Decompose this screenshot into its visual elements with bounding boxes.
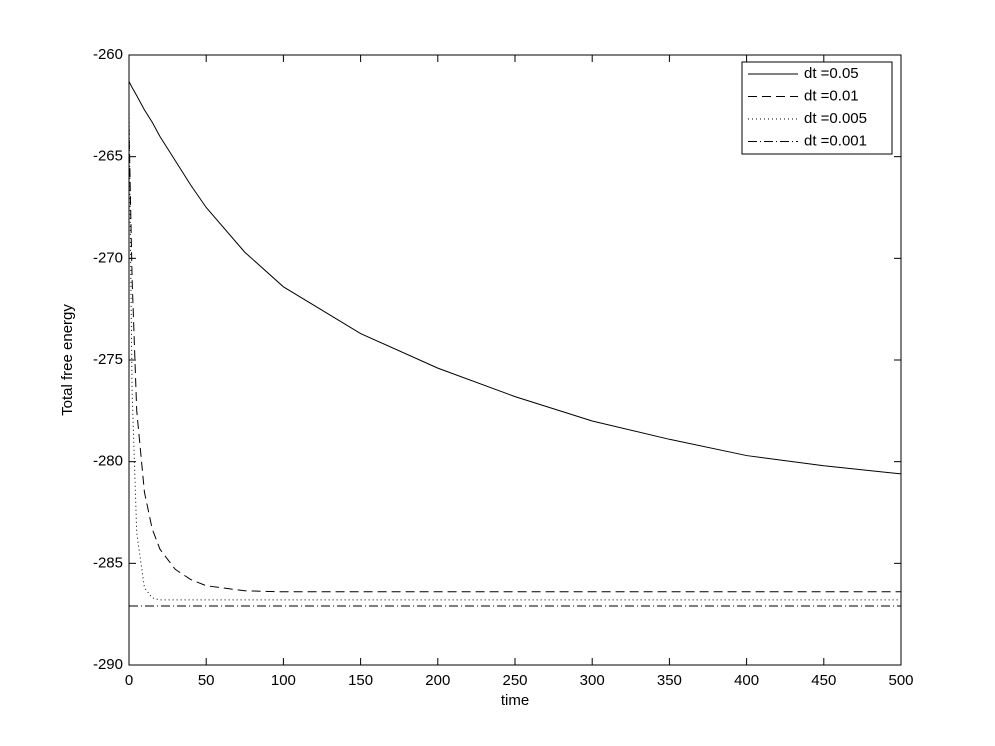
series-line [128,126,901,593]
x-tick-label: 300 [580,672,605,689]
x-tick-label: 0 [125,672,133,689]
legend-label: dt =0.01 [804,87,859,104]
x-tick-label: 200 [425,672,450,689]
y-tick-label: -275 [93,351,123,368]
legend-label: dt =0.005 [804,110,867,127]
legend-label: dt =0.05 [804,65,859,82]
plot-area [128,54,902,666]
x-tick-label: 50 [198,672,215,689]
x-tick-label: 150 [348,672,373,689]
y-tick-label: -270 [93,249,123,266]
x-tick-label: 250 [502,672,527,689]
x-tick-label: 400 [734,672,759,689]
y-tick-label: -290 [93,656,123,673]
y-tick-label: -260 [93,46,123,63]
x-tick-label: 450 [811,672,836,689]
y-tick-label: -285 [93,554,123,571]
legend-box [741,61,893,155]
x-tick-label: 500 [888,672,913,689]
legend-label: dt =0.001 [804,132,867,149]
series-line [128,81,902,475]
series-line [128,105,901,601]
y-axis-label: Total free energy [59,304,76,416]
y-tick-label: -280 [93,453,123,470]
x-tick-label: 100 [271,672,296,689]
x-axis-label: time [501,692,529,709]
y-tick-label: -265 [93,148,123,165]
x-tick-label: 350 [657,672,682,689]
